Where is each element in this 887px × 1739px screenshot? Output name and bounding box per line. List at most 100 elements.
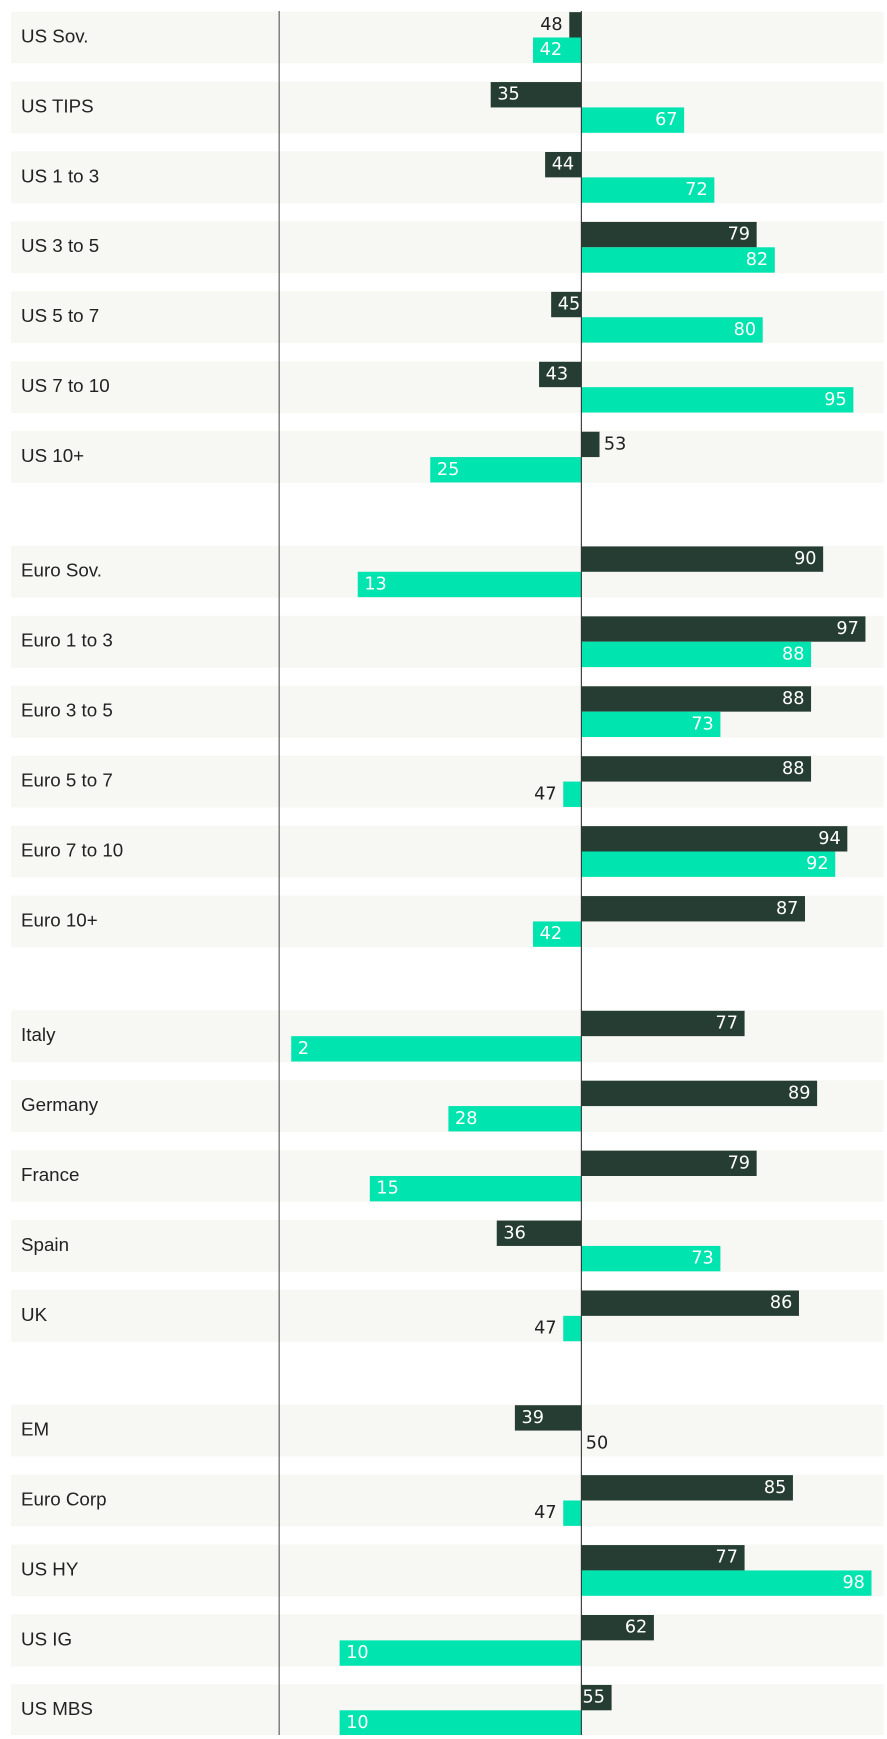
value-label: 85 (764, 1478, 786, 1498)
value-label: 62 (625, 1618, 647, 1638)
bar (563, 1500, 582, 1526)
value-label: 98 (842, 1573, 864, 1593)
value-label: 47 (534, 1319, 556, 1339)
category-label: Spain (21, 1234, 69, 1255)
category-label: US 5 to 7 (21, 305, 99, 326)
value-label: 73 (691, 1249, 713, 1269)
bar (581, 1570, 872, 1596)
bar (581, 177, 715, 203)
category-label: Euro 10+ (21, 909, 98, 930)
category-label: France (21, 1164, 79, 1185)
category-label: US 1 to 3 (21, 165, 99, 186)
value-label: 13 (364, 574, 386, 594)
value-label: 15 (376, 1179, 398, 1199)
value-label: 36 (503, 1223, 525, 1243)
bar (581, 851, 836, 877)
bar (581, 387, 854, 413)
value-label: 77 (716, 1548, 738, 1568)
row-band (11, 151, 884, 204)
value-label: 2 (298, 1039, 309, 1059)
category-label: Euro 7 to 10 (21, 839, 123, 860)
category-label: Euro Corp (21, 1488, 106, 1509)
value-label: 47 (534, 784, 556, 804)
bar (581, 317, 763, 343)
bar (581, 1150, 757, 1177)
row-band (11, 11, 884, 64)
category-label: US IG (21, 1628, 72, 1649)
bar (581, 1475, 793, 1501)
category-label: US HY (21, 1558, 79, 1579)
axes (278, 11, 582, 1735)
bar (539, 361, 582, 388)
category-label: Euro 1 to 3 (21, 630, 113, 651)
value-label: 72 (685, 180, 707, 200)
value-label: 79 (728, 1153, 750, 1173)
row-band (11, 81, 884, 134)
labels: US Sov. 48 42 US TIPS 35 67 US 1 to 3 44 72 US 3 … (21, 15, 865, 1733)
value-label: 88 (782, 644, 804, 664)
row-band (11, 1404, 884, 1457)
category-label: Euro 3 to 5 (21, 700, 113, 721)
value-label: 82 (746, 250, 768, 270)
bar (581, 247, 775, 273)
bar (581, 431, 600, 458)
value-label: 47 (534, 1503, 556, 1523)
value-label: 67 (655, 110, 677, 130)
bar (430, 457, 582, 483)
value-label: 79 (728, 225, 750, 245)
bar (339, 1640, 582, 1666)
bar (339, 1710, 582, 1736)
bar (496, 1220, 582, 1246)
value-label: 39 (522, 1408, 544, 1428)
category-label: US 3 to 5 (21, 235, 99, 256)
value-label: 10 (346, 1713, 368, 1733)
bar (581, 1545, 745, 1571)
bar (581, 826, 848, 852)
value-label: 45 (558, 295, 580, 315)
value-label: 95 (824, 390, 846, 410)
bar (357, 571, 582, 598)
value-label: 86 (770, 1293, 792, 1313)
category-label: Germany (21, 1094, 99, 1115)
bar (514, 1405, 582, 1431)
value-label: 10 (346, 1643, 368, 1663)
bar (581, 1290, 799, 1316)
category-label: US MBS (21, 1698, 93, 1719)
bar (533, 921, 582, 947)
value-label: 90 (794, 549, 816, 569)
bar (581, 756, 812, 782)
bar (581, 616, 866, 642)
bar (551, 291, 582, 318)
bar (490, 82, 582, 108)
value-label: 97 (836, 619, 858, 639)
bar (581, 221, 757, 248)
bar (369, 1176, 582, 1202)
bar (581, 107, 685, 133)
value-label: 42 (540, 924, 562, 944)
value-label: 89 (788, 1083, 810, 1103)
bar (545, 151, 582, 178)
bar (448, 1106, 582, 1132)
value-label: 88 (782, 689, 804, 709)
value-label: 28 (455, 1109, 477, 1129)
bar (581, 1684, 612, 1711)
value-label: 50 (586, 1433, 608, 1453)
value-label: 43 (546, 364, 568, 384)
value-label: 77 (716, 1013, 738, 1033)
category-label: Italy (21, 1024, 56, 1045)
value-label: 73 (691, 714, 713, 734)
value-label: 92 (806, 854, 828, 874)
bar (581, 1010, 745, 1037)
bar (563, 1315, 582, 1342)
bar (581, 896, 806, 922)
value-label: 42 (540, 40, 562, 60)
category-label: US 7 to 10 (21, 375, 110, 396)
value-label: 94 (818, 829, 840, 849)
value-label: 80 (734, 320, 756, 340)
bar (581, 711, 721, 738)
category-label: UK (21, 1304, 48, 1325)
category-label: Euro 5 to 7 (21, 770, 113, 791)
value-label: 48 (540, 15, 562, 35)
category-label: US 10+ (21, 445, 84, 466)
bar (581, 546, 824, 572)
